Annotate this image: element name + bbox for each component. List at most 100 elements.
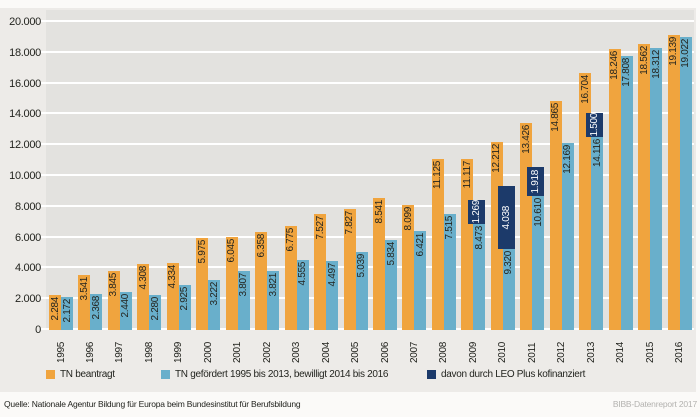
bar-value-label: 14.116 bbox=[591, 138, 603, 167]
year-label-text: 1997 bbox=[114, 341, 126, 363]
bar-value-label: 14.865 bbox=[550, 103, 562, 132]
bar-tn-gefoerdert-2007: 6.421 bbox=[414, 231, 427, 330]
bar-tn-beantragt-1998: 4.308 bbox=[137, 263, 150, 330]
bar-tn-gefoerdert-1999: 2.925 bbox=[178, 284, 191, 330]
x-axis-label-1997: 1997 bbox=[105, 333, 135, 363]
bar-tn-gefoerdert-1996: 2.368 bbox=[90, 293, 103, 330]
year-label-text: 1999 bbox=[173, 341, 185, 363]
bar-tn-gefoerdert-2015: 18.312 bbox=[650, 48, 663, 330]
bar-tn-gefoerdert-2009: 1.269 8.473 bbox=[468, 199, 486, 330]
y-axis-label: 12.000 bbox=[9, 139, 41, 152]
bar-tn-gefoerdert-2005: 5.039 bbox=[355, 252, 368, 330]
bar-value-label: 9.320 bbox=[503, 250, 515, 275]
year-label-text: 1998 bbox=[143, 341, 155, 363]
x-axis-label-1995: 1995 bbox=[46, 333, 76, 363]
bar-value-label: 4.308 bbox=[137, 265, 149, 290]
x-axis-label-2004: 2004 bbox=[311, 333, 341, 363]
credit-text: BIBB-Datenreport 2017 bbox=[612, 399, 697, 409]
x-axis-label-2016: 2016 bbox=[665, 333, 695, 363]
bar-tn-beantragt-2001: 6.045 bbox=[225, 236, 238, 330]
x-axis-label-2006: 2006 bbox=[370, 333, 400, 363]
year-label-text: 2013 bbox=[585, 341, 597, 363]
bar-value-label: 3.807 bbox=[238, 273, 250, 297]
year-label-text: 2000 bbox=[202, 341, 214, 363]
gridline bbox=[41, 112, 694, 115]
bar-value-label: 8.473 bbox=[473, 225, 485, 250]
legend-swatch-navy bbox=[427, 369, 436, 379]
x-axis-label-2010: 2010 bbox=[488, 333, 518, 363]
gridline bbox=[41, 50, 694, 53]
x-axis-label-1998: 1998 bbox=[134, 333, 164, 363]
bar-tn-beantragt-2014: 18.246 bbox=[608, 49, 621, 330]
bar-tn-beantragt-1999: 4.334 bbox=[166, 263, 179, 330]
bar-tn-beantragt-2015: 18.562 bbox=[638, 44, 651, 330]
bar-value-label: 18.562 bbox=[638, 46, 650, 75]
bar-value-label: 7.515 bbox=[444, 216, 456, 240]
bar-tn-beantragt-2004: 7.527 bbox=[314, 214, 327, 330]
gridline bbox=[41, 81, 694, 84]
bar-leo-plus-2010: 4.038 bbox=[497, 186, 515, 249]
bar-tn-gefoerdert-1998: 2.280 bbox=[149, 294, 162, 330]
bar-tn-gefoerdert-2008: 7.515 bbox=[443, 214, 456, 330]
bar-tn-beantragt-1995: 2.284 bbox=[49, 294, 61, 330]
bar-tn-gefoerdert-2002: 3.821 bbox=[267, 271, 280, 330]
year-label-text: 2012 bbox=[556, 341, 568, 363]
bar-value-label: 3.222 bbox=[208, 282, 220, 306]
bar-value-label: 5.975 bbox=[196, 240, 208, 264]
bar-tn-gefoerdert-2001: 3.807 bbox=[237, 271, 250, 330]
bar-value-label: 1.918 bbox=[530, 169, 542, 194]
bar-value-label: 5.834 bbox=[385, 242, 397, 266]
legend-label: TN gefördert 1995 bis 2013, bewilligt 20… bbox=[175, 368, 389, 380]
y-axis-label: 14.000 bbox=[9, 108, 41, 121]
bar-tn-beantragt-2000: 5.975 bbox=[196, 238, 209, 330]
bar-value-label: 3.541 bbox=[78, 277, 90, 301]
y-axis-label: 10.000 bbox=[9, 170, 41, 182]
legend-item-leo-plus: davon durch LEO Plus kofinanziert bbox=[427, 366, 585, 382]
bar-leo-plus-2013: 1.500 bbox=[586, 112, 604, 137]
bar-tn-gefoerdert-2013: 1.500 14.116 bbox=[586, 112, 604, 330]
bar-leo-plus-2011: 1.918 bbox=[527, 166, 545, 197]
bar-tn-beantragt-2016: 19.139 bbox=[667, 35, 680, 330]
bar-tn-gefoerdert-2003: 4.555 bbox=[296, 259, 309, 330]
bar-value-label: 2.284 bbox=[49, 296, 61, 321]
bar-value-label: 12.169 bbox=[562, 144, 574, 174]
x-axis-label-2015: 2015 bbox=[635, 333, 665, 363]
x-axis-label-2011: 2011 bbox=[517, 333, 547, 363]
year-label-text: 2010 bbox=[497, 341, 509, 363]
x-axis-label-2009: 2009 bbox=[458, 333, 488, 363]
x-axis-label-2012: 2012 bbox=[547, 333, 577, 363]
bar-value-label: 2.925 bbox=[179, 286, 191, 311]
bar-value-label: 8.541 bbox=[373, 200, 385, 224]
bar-value-label: 18.312 bbox=[650, 50, 662, 79]
legend-item-tn-beantragt: TN beantragt bbox=[46, 366, 115, 382]
bar-value-label: 12.212 bbox=[491, 143, 503, 173]
bar-tn-gefoerdert-2004: 4.497 bbox=[326, 260, 339, 330]
bar-value-label: 2.280 bbox=[149, 296, 161, 321]
bar-value-label: 6.045 bbox=[226, 238, 238, 263]
source-text: Quelle: Nationale Agentur Bildung für Eu… bbox=[4, 399, 301, 409]
x-axis-label-2005: 2005 bbox=[341, 333, 371, 363]
bar-value-label: 7.527 bbox=[314, 216, 326, 240]
bar-value-label: 17.808 bbox=[621, 57, 633, 87]
year-label-text: 2002 bbox=[261, 341, 273, 363]
bar-value-label: 11.117 bbox=[461, 160, 473, 189]
year-label-text: 2005 bbox=[350, 341, 362, 363]
bar-value-label: 19.139 bbox=[668, 37, 680, 67]
bar-value-label: 13.426 bbox=[520, 125, 532, 155]
year-label-text: 2015 bbox=[644, 341, 656, 363]
bar-value-label: 1.500 bbox=[589, 112, 601, 137]
x-axis-label-2013: 2013 bbox=[576, 333, 606, 363]
gridline bbox=[41, 20, 694, 22]
bar-tn-gefoerdert-2016: 19.022 bbox=[679, 37, 692, 330]
y-axis-label: 8.000 bbox=[14, 200, 41, 213]
bar-tn-gefoerdert-2010: 4.038 9.320 bbox=[497, 186, 515, 330]
y-axis-label: 4.000 bbox=[14, 262, 41, 275]
year-label-text: 2016 bbox=[674, 341, 686, 363]
y-axis-label: 2.000 bbox=[14, 293, 41, 306]
gridline bbox=[41, 204, 694, 207]
bar-value-label: 1.269 bbox=[471, 199, 483, 224]
bar-value-label: 11.125 bbox=[432, 160, 444, 189]
bar-value-label: 2.172 bbox=[61, 298, 73, 323]
bar-value-label: 2.440 bbox=[120, 294, 132, 318]
bar-value-label: 7.827 bbox=[344, 211, 356, 235]
